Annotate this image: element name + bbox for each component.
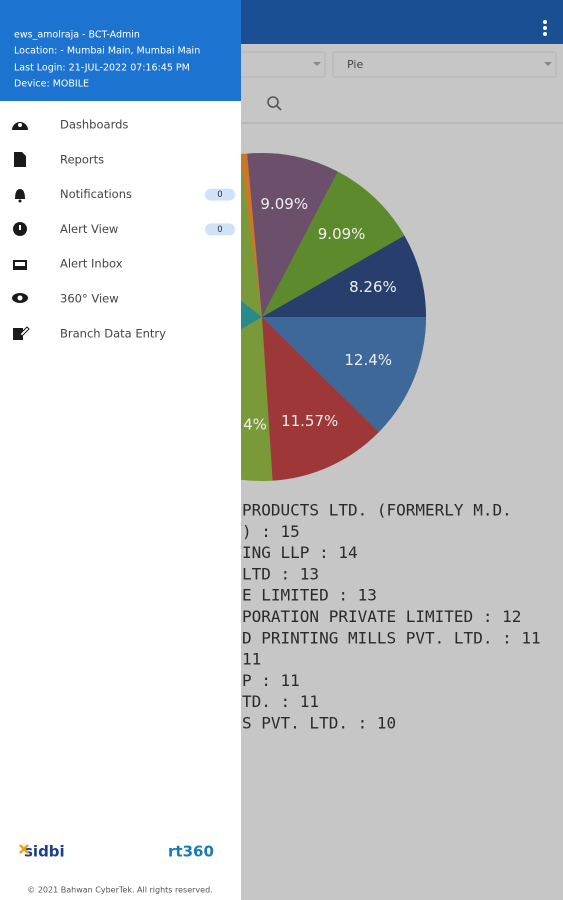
legend-line: PORATION PRIVATE LIMITED : 12 [242, 607, 521, 626]
slice-label: 11.57% [281, 412, 338, 430]
menu-label: Branch Data Entry [60, 326, 166, 340]
caret [544, 62, 552, 66]
pie-slice [262, 317, 426, 433]
chart-type-dropdown[interactable] [332, 51, 557, 78]
device: Device: MOBILE [14, 79, 89, 90]
menu-label: Reports [60, 152, 104, 166]
legend-line: TD. : 11 [242, 692, 319, 711]
legend-line: D PRINTING MILLS PVT. LTD. : 11 [242, 628, 541, 647]
slice-label: 4% [243, 416, 267, 434]
menu-label: Notifications [60, 187, 132, 201]
caret [313, 62, 321, 66]
pie-slice [262, 317, 379, 481]
menu-item[interactable] [0, 282, 241, 316]
legend-line: LTD : 13 [242, 564, 319, 583]
badge-count: 0 [217, 190, 222, 200]
location: Location: - Mumbai Main, Mumbai Main [14, 46, 200, 57]
legend-line: PRODUCTS LTD. (FORMERLY M.D. [242, 501, 512, 520]
drawer-header [0, 0, 241, 101]
logo-mark [19, 844, 29, 854]
slice-label: 12.4% [344, 351, 392, 369]
search-icon[interactable] [267, 96, 282, 111]
badge [205, 223, 235, 236]
last-login: Last Login: 21-JUL-2022 07:16:45 PM [14, 63, 190, 74]
chart-type: Pie [347, 58, 363, 71]
pie-rest [240, 153, 262, 317]
menu-item[interactable] [0, 143, 241, 177]
menu-label: Dashboards [60, 118, 128, 132]
drawer [0, 0, 241, 900]
legend-line: ) : 15 [242, 522, 300, 541]
legend-line: E LIMITED : 13 [242, 586, 377, 605]
badge-count: 0 [217, 225, 222, 235]
copyright: © 2021 Bahwan CyberTek. All rights reser… [27, 886, 212, 895]
legend: PRODUCTS LTD. (FORMERLY M.D. ) : 15 ING LL… [242, 501, 541, 733]
pie-slice [262, 171, 405, 317]
user: ews_amolraja - BCT-Admin [14, 30, 140, 41]
pie-slice [262, 235, 426, 317]
menu-label: Alert Inbox [60, 257, 123, 271]
menu-item[interactable] [0, 212, 241, 246]
overflow-menu[interactable] [543, 20, 547, 36]
pie-rest [240, 300, 262, 330]
slice-label: 9.09% [260, 195, 308, 213]
legend-line: P : 11 [242, 671, 300, 690]
menu-icons [12, 122, 30, 340]
menu-label: 360° View [60, 292, 119, 306]
menu-label: Alert View [60, 222, 118, 236]
pie-slice [247, 153, 338, 317]
menu: Dashboards Reports Notifications 0 Alert Vie… [0, 118, 241, 340]
slice-label: 8.26% [349, 278, 397, 296]
logo-rt360: rt360 [168, 843, 214, 861]
legend-line: S PVT. LTD. : 10 [242, 714, 396, 733]
logo-sidbi: sidbi [24, 843, 65, 861]
legend-line: ING LLP : 14 [242, 543, 358, 562]
badge [205, 188, 235, 201]
legend-line: 11 [242, 650, 261, 669]
slice-label: 9.09% [318, 225, 366, 243]
